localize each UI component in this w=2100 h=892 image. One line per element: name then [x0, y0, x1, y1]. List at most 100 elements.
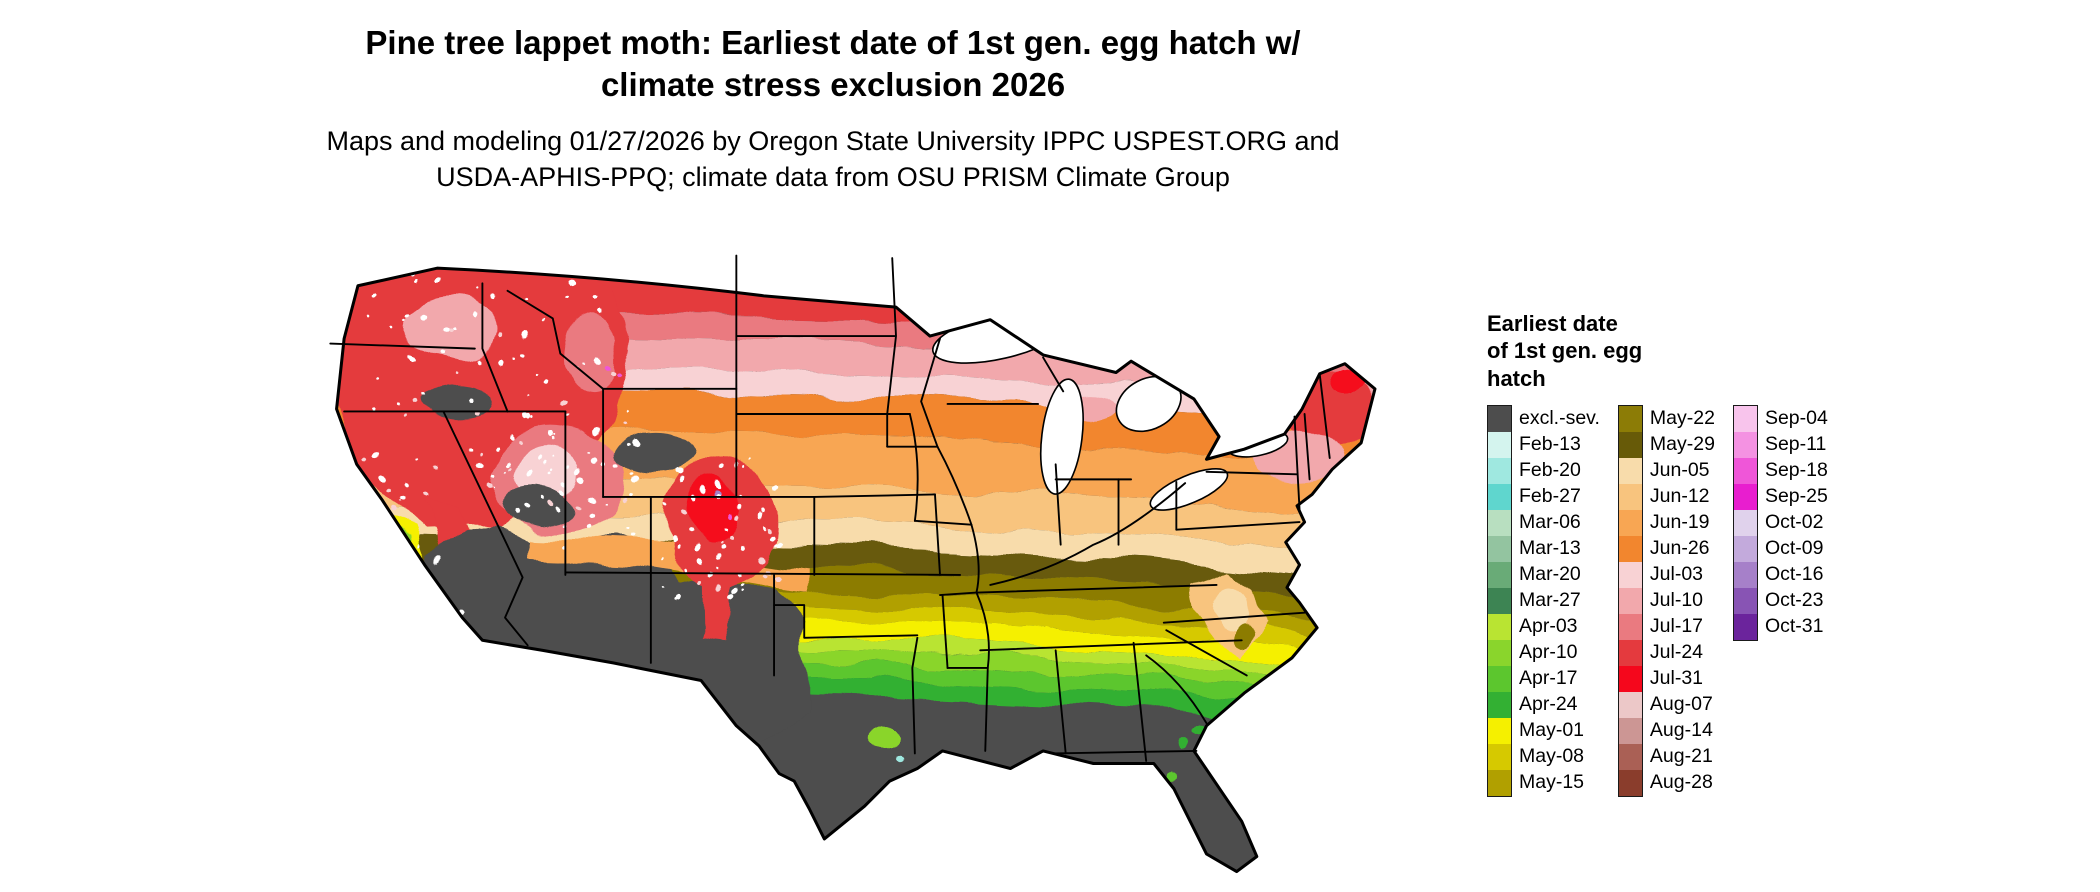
- region-ca-coast-green-2: [378, 582, 389, 593]
- speckle: [573, 500, 578, 506]
- speckle: [479, 253, 482, 256]
- speckle: [698, 576, 703, 581]
- speckle: [589, 296, 595, 302]
- speckle: [476, 448, 480, 451]
- speckle: [375, 452, 382, 459]
- speckle: [443, 329, 449, 334]
- legend-entry-label: Oct-16: [1764, 562, 1824, 585]
- speckle: [554, 468, 558, 472]
- region-columbia-basin-pink: [406, 298, 498, 359]
- speckle: [517, 441, 522, 446]
- speckle: [386, 489, 392, 494]
- speckle: [438, 327, 445, 334]
- speckle: [684, 566, 688, 570]
- legend-entry-label: Apr-17: [1519, 666, 1578, 689]
- region-north-newmexico-red: [703, 569, 732, 641]
- speckle: [543, 380, 549, 386]
- legend-swatch: [1618, 639, 1642, 666]
- legend-entry-label: Jun-05: [1649, 458, 1710, 481]
- legend-entry-label: excl.-sev.: [1519, 406, 1600, 429]
- speckle: [716, 553, 722, 559]
- speckle: [408, 594, 413, 598]
- speckle: [488, 470, 493, 475]
- speckle: [470, 311, 476, 316]
- speckle: [589, 490, 596, 497]
- legend-label-column: May-22 May-29 Jun-05 Jun-12 Jun-19 Jun-26 Jul-…: [1650, 405, 1715, 797]
- region-colorado-magenta: [725, 509, 731, 515]
- speckle: [492, 296, 497, 302]
- region-socal-green: [442, 625, 458, 641]
- speckle: [762, 523, 766, 527]
- speckle: [333, 258, 338, 263]
- legend-swatch: [1618, 665, 1642, 692]
- legend-entry-label: Mar-06: [1519, 510, 1581, 533]
- legend-swatch: [1488, 769, 1511, 796]
- speckle: [581, 524, 586, 529]
- speckle: [392, 625, 395, 628]
- speckle: [572, 463, 576, 467]
- speckle: [676, 594, 683, 601]
- speckle: [586, 357, 590, 360]
- legend-swatch: [1733, 561, 1757, 588]
- lake-michigan: [1039, 378, 1084, 495]
- speckle: [682, 530, 689, 537]
- speckle: [553, 471, 556, 475]
- legend-swatch: [1618, 691, 1642, 718]
- legend-column-1: excl.-sev. Feb-13 Feb-20 Feb-27 Mar-06 Mar-13…: [1487, 404, 1600, 797]
- region-yellowstone-magenta-2: [618, 368, 624, 374]
- speckle: [542, 321, 546, 325]
- speckle: [526, 415, 533, 422]
- speckle: [540, 456, 545, 461]
- speckle: [420, 314, 427, 321]
- speckle: [619, 528, 623, 532]
- speckle: [599, 350, 606, 357]
- speckle: [522, 330, 529, 337]
- speckle: [742, 587, 745, 590]
- legend-swatch: [1488, 535, 1511, 562]
- speckle: [766, 524, 771, 529]
- speckle: [461, 264, 465, 268]
- speckle: [594, 456, 601, 463]
- legend-entry-label: Aug-21: [1649, 744, 1713, 767]
- speckle: [719, 545, 724, 550]
- speckle: [543, 260, 545, 262]
- speckle: [661, 558, 664, 561]
- legend-swatch: [1618, 457, 1642, 484]
- speckle: [762, 569, 768, 574]
- speckle: [759, 550, 766, 557]
- speckle: [407, 596, 412, 601]
- legend-swatch: [1488, 717, 1511, 744]
- speckle: [603, 498, 606, 502]
- speckle: [574, 480, 580, 486]
- speckle: [671, 547, 675, 551]
- speckle: [630, 440, 637, 447]
- speckle: [626, 536, 631, 541]
- legend-entry-label: May-08: [1519, 744, 1585, 767]
- us-outline: [335, 266, 1377, 874]
- speckle: [367, 458, 372, 463]
- speckle: [370, 287, 375, 293]
- speckle: [406, 481, 411, 486]
- speckle: [558, 544, 562, 548]
- region-florida-green: [1170, 766, 1181, 777]
- speckle: [751, 460, 755, 463]
- speckle: [435, 601, 438, 604]
- map-header: Pine tree lappet moth: Earliest date of …: [0, 22, 1666, 195]
- legend-entry-label: Apr-03: [1519, 614, 1578, 637]
- legend-title-line1: Earliest date: [1487, 311, 1618, 336]
- legend-swatch: [1488, 613, 1511, 640]
- speckle: [630, 474, 634, 477]
- speckle: [521, 349, 526, 354]
- legend-entry-label: Oct-02: [1764, 510, 1824, 533]
- speckle: [737, 542, 742, 548]
- speckle: [621, 424, 625, 428]
- legend-entry-label: Oct-23: [1764, 588, 1824, 611]
- speckle: [570, 414, 573, 417]
- legend-entry-label: Mar-20: [1519, 562, 1581, 585]
- region-nc-mountain-olive: [1232, 630, 1254, 651]
- speckle: [437, 277, 444, 284]
- speckle: [583, 510, 591, 517]
- region-appalachian-pale: [1214, 584, 1252, 636]
- map-subtitle-line2: USDA-APHIS-PPQ; climate data from OSU PR…: [436, 161, 1230, 192]
- speckle: [697, 557, 703, 563]
